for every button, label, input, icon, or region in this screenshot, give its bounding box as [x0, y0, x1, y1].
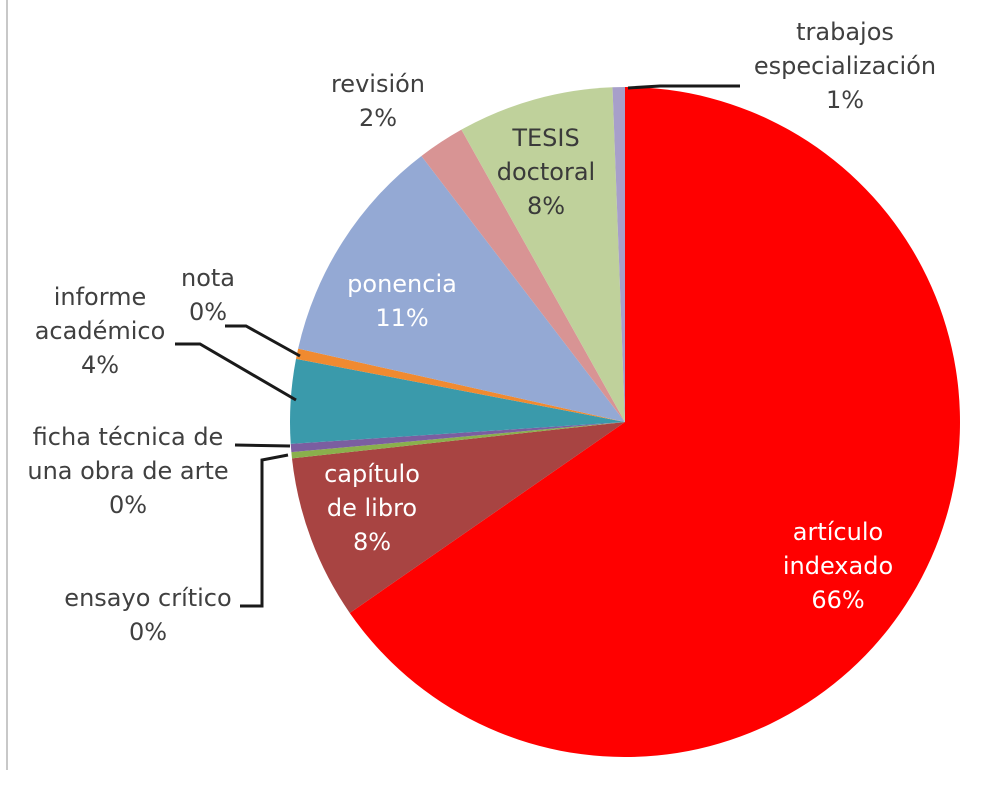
slice-tesis-doctoral	[461, 87, 625, 422]
label-line: una obra de arte	[27, 457, 228, 485]
leader-line-trabajos-especializacion	[627, 84, 740, 90]
label-line: 0%	[129, 618, 167, 646]
leader-line-ficha-tecnica-de-una-obra-de-arte	[234, 443, 291, 448]
slice-revision	[421, 129, 625, 423]
label-line: 11%	[375, 304, 428, 332]
label-informe-academico: informe académico 4%	[35, 283, 166, 379]
label-line: 8%	[353, 528, 391, 556]
slice-trabajos-especializacion	[612, 87, 625, 422]
label-line: 0%	[189, 298, 227, 326]
label-line: 1%	[826, 86, 864, 114]
slice-informe-academico	[289, 358, 625, 444]
label-line: nota	[181, 264, 235, 292]
slice-articulo-indexado	[349, 87, 960, 758]
label-line: capítulo	[324, 460, 420, 488]
label-line: indexado	[783, 552, 893, 580]
slice-ficha-tecnica-de-una-obra-de-arte	[290, 422, 625, 453]
chart-frame-border	[6, 0, 8, 770]
pie-slices	[289, 87, 960, 758]
label-line: 2%	[359, 104, 397, 132]
label-ficha-tecnica-de-una-obra-de-arte: ficha técnica de una obra de arte 0%	[27, 423, 228, 519]
leader-line-nota	[225, 324, 301, 358]
label-line: trabajos	[796, 18, 894, 46]
label-line: 4%	[81, 351, 119, 379]
slice-ponencia	[298, 155, 625, 423]
label-line: 8%	[527, 192, 565, 220]
label-line: artículo	[793, 518, 883, 546]
label-line: ponencia	[347, 270, 457, 298]
label-line: revisión	[331, 70, 425, 98]
label-tesis-doctoral: TESIS doctoral 8%	[497, 124, 595, 220]
label-line: TESIS	[511, 124, 579, 152]
label-line: ficha técnica de	[33, 423, 224, 451]
leader-line-informe-academico	[175, 342, 297, 402]
label-line: informe	[54, 283, 147, 311]
slice-nota	[296, 348, 625, 422]
slice-labels: artículo indexado 66% capítulo de libro 8% ens…	[27, 18, 936, 646]
label-line: 0%	[109, 491, 147, 519]
label-articulo-indexado: artículo indexado 66%	[783, 518, 893, 614]
label-line: de libro	[327, 494, 417, 522]
label-line: 66%	[811, 586, 864, 614]
label-ensayo-critico: ensayo crítico 0%	[64, 584, 231, 646]
label-capitulo-de-libro: capítulo de libro 8%	[324, 460, 420, 556]
label-line: especialización	[754, 52, 936, 80]
label-revision: revisión 2%	[331, 70, 425, 132]
label-nota: nota 0%	[181, 264, 235, 326]
leader-line-ensayo-critico	[240, 453, 289, 608]
label-line: doctoral	[497, 158, 595, 186]
label-line: académico	[35, 317, 166, 345]
leader-lines	[175, 84, 740, 608]
slice-ensayo-critico	[291, 422, 625, 459]
label-trabajos-especializacion: trabajos especialización 1%	[754, 18, 936, 114]
label-line: ensayo crítico	[64, 584, 231, 612]
slice-capitulo-de-libro	[291, 422, 625, 613]
label-ponencia: ponencia 11%	[347, 270, 457, 332]
